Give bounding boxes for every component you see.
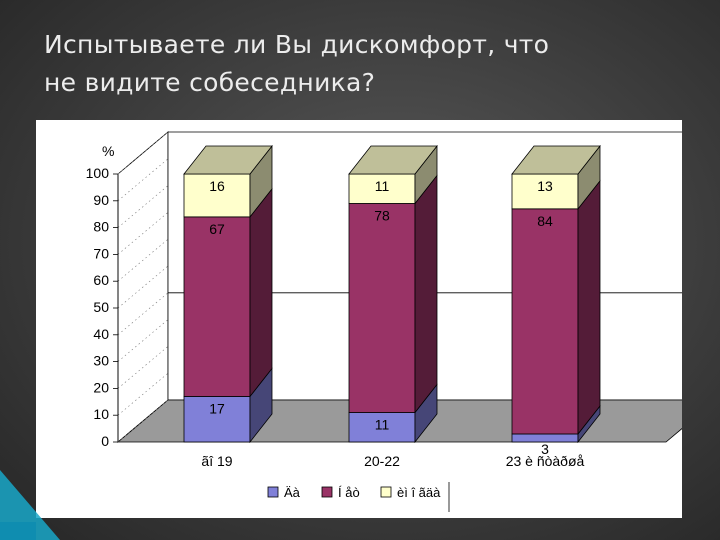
legend-swatch [267,486,279,498]
data-label: 16 [209,178,225,194]
bar-segment-front [183,396,251,443]
y-tick-label: 60 [93,272,109,288]
bar-segment-side [577,179,601,436]
y-tick-label: 50 [93,299,109,315]
slide-title-line-1: Испытываете ли Вы дискомфорт, что [44,30,550,59]
legend-swatch [380,486,392,498]
bar-top [348,145,438,175]
side-wall-gridline [117,319,169,362]
data-label: 67 [209,221,225,237]
bar-segment-front [348,173,416,204]
bar-top [183,145,273,175]
bar-segment-front [511,208,579,435]
bar-segment-side [414,174,438,414]
x-tick-label: 23 è ñòàðøå [506,453,585,469]
bar-top [511,145,601,175]
side-wall-gridline [117,158,169,202]
side-wall-gridline [117,399,169,443]
bar-segment-side [249,187,273,398]
side-wall-gridline [117,346,169,389]
data-label: 3 [541,441,549,457]
side-wall-gridline [117,292,169,336]
data-label: 17 [209,400,225,416]
y-tick-label: 90 [93,192,109,208]
data-label: 84 [537,213,553,229]
side-wall-gridline [117,131,169,175]
y-tick-label: 30 [93,353,109,369]
legend-swatch [321,486,333,498]
legend-label: Í åò [338,485,360,500]
y-tick-label: 40 [93,326,109,342]
decorative-accent-bar [0,522,36,540]
y-tick-label: 20 [93,379,109,395]
stacked-bar-chart: 0 10 20 30 40 50 60 70 80 90 100% 17 67 16 ãî 19 11 78 11… [86,131,682,512]
slide-title: Испытываете ли Вы дискомфорт, что не вид… [44,26,664,102]
side-wall-gridline [117,212,169,255]
y-tick-label: 80 [93,219,109,235]
x-tick-label: ãî 19 [201,453,232,469]
side-wall-gridline [117,372,169,416]
bar-segment-front [348,203,416,413]
data-label: 11 [375,417,390,433]
legend-label: èì î ãäà [397,485,441,500]
y-tick-label: 70 [93,245,109,261]
y-tick-label: 0 [101,433,109,449]
x-tick-label: 20-22 [364,453,400,469]
side-wall-gridline [117,265,169,309]
chart-panel: 0 10 20 30 40 50 60 70 80 90 100% 17 67 16 ãî 19 11 78 11… [36,120,682,518]
bar-segment-front [511,173,579,210]
slide-title-line-2: не видите собеседника? [44,68,376,97]
data-label: 78 [374,207,390,223]
side-wall-gridline [117,185,169,228]
legend-label: Äà [284,485,301,500]
bar-segment-front [183,216,251,397]
y-axis-label: % [102,143,114,159]
data-label: 13 [537,178,553,194]
y-tick-label: 100 [86,165,110,181]
side-wall-gridline [117,238,169,282]
y-tick-label: 10 [93,406,109,422]
data-label: 11 [375,178,390,194]
